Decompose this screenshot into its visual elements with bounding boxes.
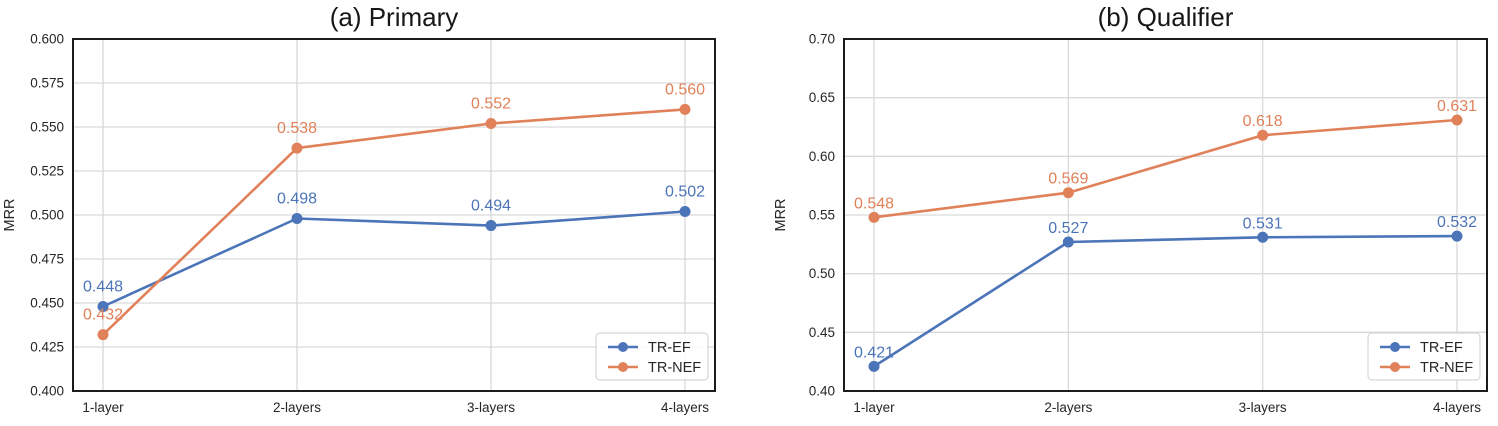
- value-label-tr-ef: 0.532: [1437, 214, 1477, 231]
- legend-marker-tr-nef: [618, 362, 628, 372]
- value-label-tr-nef: 0.552: [471, 95, 511, 112]
- y-tick-label: 0.575: [30, 76, 64, 91]
- series-line-tr-nef: [102, 108, 686, 336]
- value-label-tr-ef: 0.448: [83, 279, 123, 296]
- legend-marker-tr-nef: [1390, 362, 1400, 372]
- legend-label-tr-ef: TR-EF: [1420, 340, 1463, 356]
- data-point-tr-ef: [97, 301, 109, 313]
- y-axis-label: MRR: [773, 198, 789, 231]
- value-label-tr-nef: 0.569: [1048, 171, 1088, 188]
- x-tick-label: 2-layers: [1044, 400, 1092, 415]
- chart-title: (b) Qualifier: [1097, 2, 1234, 32]
- y-tick-label: 0.500: [30, 208, 64, 223]
- plot-area-qualifier: 0.421 0.527 0.531 0.532 0.548 0.569 0.618 0.631…: [773, 32, 1488, 415]
- data-point-tr-ef: [291, 213, 303, 225]
- y-tick-label: 0.40: [809, 384, 835, 399]
- x-tick-label: 4-layers: [1433, 400, 1481, 415]
- value-label-tr-ef: 0.531: [1243, 215, 1283, 232]
- data-point-tr-ef: [485, 220, 497, 232]
- data-point-tr-nef: [868, 211, 880, 223]
- legend-label-tr-ef: TR-EF: [648, 340, 691, 356]
- data-point-tr-nef: [1257, 129, 1269, 141]
- data-point-tr-nef: [679, 103, 691, 115]
- chart-primary: (a) Primary 0.448 0.498 0.494 0.502 0.432 0.5…: [2, 2, 716, 415]
- y-tick-label: 0.50: [809, 266, 835, 281]
- data-point-tr-nef: [1062, 187, 1074, 199]
- y-tick-label: 0.65: [809, 90, 835, 105]
- series-line-tr-nef: [873, 118, 1458, 219]
- data-point-tr-ef: [1257, 231, 1269, 243]
- value-label-tr-nef: 0.548: [854, 195, 894, 212]
- data-point-tr-nef: [291, 142, 303, 154]
- y-tick-label: 0.475: [30, 252, 64, 267]
- x-tick-label: 1-layer: [82, 400, 124, 415]
- data-point-tr-ef: [679, 205, 691, 217]
- series-line-tr-ef: [102, 210, 686, 308]
- data-point-tr-nef: [485, 117, 497, 129]
- y-tick-label: 0.55: [809, 208, 835, 223]
- value-label-tr-nef: 0.618: [1243, 113, 1283, 130]
- legend-marker-tr-ef: [1390, 342, 1400, 352]
- y-tick-label: 0.400: [30, 384, 64, 399]
- data-point-tr-ef: [868, 360, 880, 372]
- plot-area-primary: 0.448 0.498 0.494 0.502 0.432 0.538 0.552 0.560…: [2, 32, 716, 415]
- x-tick-label: 3-layers: [1239, 400, 1287, 415]
- chart-qualifier: (b) Qualifier 0.421 0.527 0.531 0.532 0.548 0…: [749, 0, 1498, 426]
- value-label-tr-ef: 0.494: [471, 198, 511, 215]
- chart-title: (a) Primary: [329, 2, 459, 32]
- y-tick-label: 0.550: [30, 120, 64, 135]
- data-point-tr-ef: [1062, 236, 1074, 248]
- y-axis-label: MRR: [2, 198, 18, 231]
- legend-label-tr-nef: TR-NEF: [648, 360, 701, 376]
- plot-border: [843, 38, 1488, 392]
- plot-border: [72, 38, 716, 392]
- x-tick-label: 1-layer: [853, 400, 895, 415]
- series-line-tr-ef: [873, 234, 1458, 368]
- value-label-tr-nef: 0.538: [277, 120, 317, 137]
- data-point-tr-nef: [97, 329, 109, 341]
- x-tick-label: 4-layers: [661, 400, 709, 415]
- value-label-tr-nef: 0.631: [1437, 98, 1477, 115]
- value-label-tr-ef: 0.502: [665, 183, 705, 200]
- value-label-tr-nef: 0.560: [665, 81, 705, 98]
- data-point-tr-nef: [1451, 114, 1463, 126]
- y-tick-label: 0.60: [809, 149, 835, 164]
- x-tick-label: 3-layers: [467, 400, 515, 415]
- y-tick-label: 0.600: [30, 32, 64, 47]
- y-tick-label: 0.425: [30, 340, 64, 355]
- y-tick-label: 0.45: [809, 325, 835, 340]
- legend-marker-tr-ef: [618, 342, 628, 352]
- value-label-tr-ef: 0.421: [854, 344, 894, 361]
- value-label-tr-ef: 0.527: [1048, 220, 1088, 237]
- x-tick-label: 2-layers: [273, 400, 321, 415]
- y-tick-label: 0.450: [30, 296, 64, 311]
- y-tick-label: 0.525: [30, 164, 64, 179]
- value-label-tr-ef: 0.498: [277, 191, 317, 208]
- y-tick-label: 0.70: [809, 32, 835, 47]
- legend-label-tr-nef: TR-NEF: [1420, 360, 1473, 376]
- data-point-tr-ef: [1451, 230, 1463, 242]
- value-label-tr-nef: 0.432: [83, 307, 123, 324]
